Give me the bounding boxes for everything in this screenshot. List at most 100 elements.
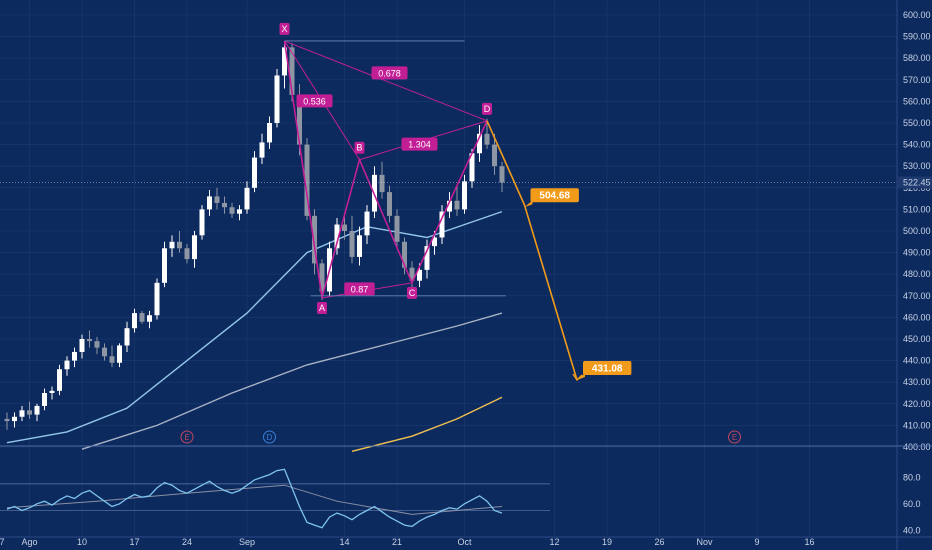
pattern-ratio-tag — [296, 94, 333, 108]
event-marker — [263, 430, 276, 444]
price-tick-label: 420.00 — [903, 399, 931, 409]
candle-body — [49, 390, 55, 393]
pattern-point-label: B — [356, 143, 362, 153]
candle-body — [154, 282, 160, 316]
candle-body — [469, 153, 475, 182]
candle-body — [222, 202, 227, 208]
grid-lines — [0, 0, 897, 537]
time-tick-label: Ago — [21, 537, 37, 547]
candle-body — [357, 235, 362, 257]
price-tick-label: 490.00 — [903, 248, 931, 258]
candle-body — [199, 209, 205, 236]
candle-body — [94, 341, 100, 348]
candle-body — [409, 267, 415, 281]
target-label: 504.68 — [539, 191, 570, 202]
candle-body — [184, 248, 190, 260]
candle-body — [439, 211, 445, 238]
candle-body — [334, 224, 340, 249]
pattern-ratio-tag — [401, 137, 438, 151]
time-tick-label: 24 — [182, 537, 192, 547]
osc-tick-label: 80.0 — [903, 472, 921, 482]
time-tick-label: Nov — [696, 537, 713, 547]
time-tick-label: Sep — [239, 537, 255, 547]
price-tick-label: 480.00 — [903, 269, 931, 279]
pattern-ratio-label: 0.536 — [303, 96, 326, 106]
last-price-label: 522.45 — [903, 178, 931, 188]
pattern-ratio-label: 0.87 — [351, 284, 369, 294]
candle-body — [417, 269, 422, 281]
candle-body — [169, 241, 175, 249]
price-projection: 504.68 431.08 — [486, 120, 632, 382]
candle-body — [19, 410, 25, 417]
candle-body — [259, 142, 265, 158]
ma-slow-line — [351, 396, 503, 452]
candle-body — [319, 263, 325, 292]
time-tick-label: 9 — [754, 537, 759, 547]
price-tick-label: 460.00 — [903, 312, 931, 322]
candle-body — [349, 231, 355, 257]
candle-body — [87, 339, 92, 342]
price-tick-label: 570.00 — [903, 75, 931, 85]
price-tick-label: 530.00 — [903, 161, 931, 171]
pattern-point-label: C — [409, 288, 416, 298]
candle-body — [109, 356, 115, 363]
candle-body — [312, 215, 317, 264]
ma-fast-line — [6, 210, 503, 444]
event-marker — [180, 430, 194, 444]
osc-line — [6, 468, 503, 529]
pattern-point-tag — [279, 22, 290, 35]
moving-averages — [6, 210, 503, 452]
candle-body — [304, 144, 310, 216]
candle-body — [214, 196, 220, 203]
time-tick-label: 26 — [654, 537, 664, 547]
candle-body — [177, 241, 182, 249]
candle-body — [424, 246, 430, 270]
target-tag-pointer — [524, 200, 533, 208]
time-tick-label: Oct — [457, 537, 472, 547]
target-tag-pointer — [577, 373, 585, 381]
candle-body — [12, 416, 17, 422]
oscillator-pane: 80.0 60.0 40.0 — [0, 468, 921, 535]
pattern-ratio-tag — [344, 282, 375, 296]
time-tick-label: 19 — [602, 537, 612, 547]
candle-body — [499, 166, 505, 183]
pattern-point-tag — [317, 301, 327, 314]
candle-body — [102, 347, 107, 357]
time-tick-label: 27 — [0, 537, 5, 547]
price-tick-label: 560.00 — [903, 96, 931, 106]
time-tick-label: 21 — [392, 537, 402, 547]
pattern-ratio-tag — [371, 66, 408, 80]
candle-body — [484, 133, 490, 145]
candle-body — [282, 47, 287, 76]
time-tick-label: 17 — [129, 537, 139, 547]
candle-body — [207, 196, 212, 210]
price-tick-label: 550.00 — [903, 118, 931, 128]
candle-body — [34, 405, 40, 415]
event-marker — [728, 430, 741, 444]
pattern-point-label: X — [281, 24, 287, 34]
price-tick-label: 580.00 — [903, 53, 931, 63]
candle-body — [402, 241, 407, 268]
pattern-point-tag — [354, 141, 365, 154]
last-price-tag — [897, 176, 932, 189]
osc-tick-label: 60.0 — [903, 499, 921, 509]
pattern-point-tag — [482, 102, 492, 115]
time-tick-label: 12 — [549, 537, 559, 547]
target-label: 431.08 — [592, 364, 623, 375]
event-label: D — [267, 433, 273, 442]
pattern-ratio-label: 0.678 — [378, 68, 401, 78]
time-tick-label: 14 — [339, 537, 349, 547]
candle-body — [132, 313, 137, 329]
candle-body — [274, 75, 280, 123]
candle-body — [229, 207, 235, 214]
ma-mid-line — [81, 312, 503, 450]
candle-body — [379, 174, 385, 193]
pattern-ratio-line — [284, 40, 488, 122]
candle-body — [64, 360, 70, 370]
candle-body — [79, 339, 85, 352]
candle-body — [492, 144, 497, 167]
